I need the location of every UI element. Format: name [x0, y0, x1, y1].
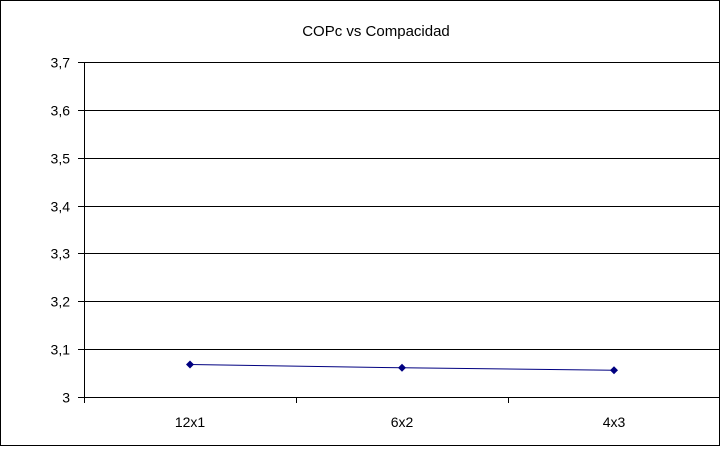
y-tick-label: 3,6 — [51, 103, 71, 119]
y-tick-label: 3,2 — [51, 294, 71, 310]
y-tick-label: 3,7 — [51, 55, 71, 71]
data-point-marker — [398, 363, 406, 372]
y-tick-label: 3,5 — [51, 151, 71, 167]
data-point-marker — [186, 360, 194, 369]
gridlines — [84, 62, 720, 350]
x-tick-label: 4x3 — [603, 414, 626, 430]
y-tick-labels: 3 3,1 3,2 3,3 3,4 3,5 3,6 3,7 — [51, 55, 71, 406]
x-tick-label: 12x1 — [175, 414, 206, 430]
y-tick-label: 3,4 — [51, 199, 71, 215]
chart-title: COPc vs Compacidad — [302, 23, 450, 40]
series-group — [186, 360, 618, 375]
y-tick-label: 3,3 — [51, 246, 71, 262]
x-tick-labels: 12x1 6x2 4x3 — [175, 414, 626, 430]
y-tick-label: 3 — [62, 390, 70, 406]
axes — [78, 62, 720, 403]
x-tick-label: 6x2 — [391, 414, 414, 430]
y-tick-label: 3,1 — [51, 342, 71, 358]
data-point-marker — [610, 366, 618, 375]
